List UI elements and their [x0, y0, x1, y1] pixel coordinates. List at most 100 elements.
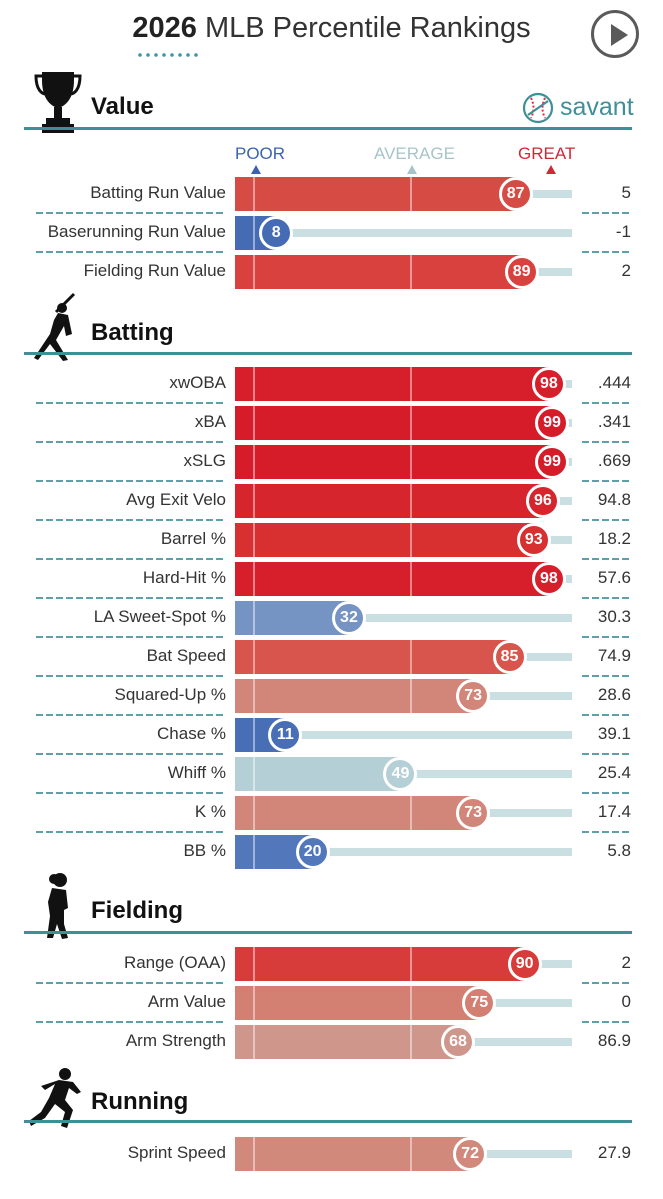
percentile-track — [235, 731, 572, 739]
brand-name[interactable]: savant — [560, 93, 634, 121]
percentile-badge[interactable]: 68 — [441, 1025, 476, 1059]
metric-row-hard-hit[interactable]: Hard-Hit % 98 57.6 — [0, 561, 663, 601]
runner-icon — [27, 1066, 83, 1130]
poor-guide-line — [253, 601, 255, 635]
metric-value: 94.8 — [597, 490, 631, 509]
poor-guide-line — [253, 484, 255, 518]
percentile-bar — [235, 445, 552, 479]
metric-label: Arm Strength — [125, 1031, 226, 1050]
poor-guide-line — [253, 177, 255, 211]
percentile-badge[interactable]: 73 — [456, 796, 491, 830]
metric-row-la-sweet-spot[interactable]: LA Sweet-Spot % 32 30.3 — [0, 600, 663, 640]
metric-label: LA Sweet-Spot % — [93, 607, 226, 626]
average-guide-line — [410, 367, 412, 401]
row-divider — [582, 714, 632, 716]
row-divider — [582, 519, 632, 521]
metric-value: 27.9 — [597, 1143, 631, 1162]
metric-value: 2 — [621, 953, 631, 972]
average-guide-line — [410, 562, 412, 596]
metric-value: 17.4 — [597, 802, 631, 821]
percentile-track — [235, 848, 572, 856]
percentile-bar — [235, 986, 480, 1020]
metric-row-arm-value[interactable]: Arm Value 75 0 — [0, 985, 663, 1025]
percentile-bar — [235, 640, 510, 674]
metric-row-k[interactable]: K % 73 17.4 — [0, 795, 663, 835]
metric-value: -1 — [615, 222, 631, 241]
row-divider — [582, 1021, 632, 1023]
section-title-batting: Batting — [91, 319, 174, 346]
percentile-bar — [235, 947, 525, 981]
poor-guide-line — [253, 255, 255, 289]
percentile-badge[interactable]: 73 — [456, 679, 491, 713]
percentile-badge[interactable]: 90 — [507, 947, 542, 981]
metric-label: Arm Value — [147, 992, 226, 1011]
play-icon[interactable] — [591, 10, 639, 58]
metric-row-sprint-speed[interactable]: Sprint Speed 72 27.9 — [0, 1136, 663, 1176]
metric-row-avg-exit-velo[interactable]: Avg Exit Velo 96 94.8 — [0, 483, 663, 523]
metric-value: 2 — [621, 261, 631, 280]
percentile-bar — [235, 562, 549, 596]
row-divider — [36, 636, 226, 638]
row-divider — [36, 792, 226, 794]
percentile-badge[interactable]: 8 — [259, 216, 294, 250]
metric-value: .444 — [597, 373, 631, 392]
metric-row-bat-speed[interactable]: Bat Speed 85 74.9 — [0, 639, 663, 679]
percentile-badge[interactable]: 98 — [531, 367, 566, 401]
average-guide-line — [410, 484, 412, 518]
metric-row-squared-up[interactable]: Squared-Up % 73 28.6 — [0, 678, 663, 718]
poor-guide-line — [253, 406, 255, 440]
percentile-badge[interactable]: 11 — [268, 718, 303, 752]
metric-row-arm-strength[interactable]: Arm Strength 68 86.9 — [0, 1024, 663, 1064]
percentile-badge[interactable]: 49 — [383, 757, 418, 791]
average-guide-line — [410, 679, 412, 713]
average-guide-line — [410, 406, 412, 440]
average-guide-line — [410, 796, 412, 830]
percentile-badge[interactable]: 20 — [295, 835, 330, 869]
percentile-badge[interactable]: 75 — [462, 986, 497, 1020]
percentile-badge[interactable]: 99 — [534, 445, 569, 479]
poor-guide-line — [253, 367, 255, 401]
metric-label: Bat Speed — [146, 646, 226, 665]
percentile-bar — [235, 1137, 471, 1171]
metric-label: Range (OAA) — [123, 953, 226, 972]
metric-label: Baserunning Run Value — [47, 222, 226, 241]
metric-row-bb[interactable]: BB % 20 5.8 — [0, 834, 663, 874]
percentile-badge[interactable]: 98 — [531, 562, 566, 596]
row-divider — [36, 982, 226, 984]
metric-value: 30.3 — [597, 607, 631, 626]
metric-row-chase[interactable]: Chase % 11 39.1 — [0, 717, 663, 757]
poor-guide-line — [253, 718, 255, 752]
metric-label: Squared-Up % — [114, 685, 226, 704]
percentile-badge[interactable]: 87 — [498, 177, 533, 211]
percentile-badge[interactable]: 32 — [331, 601, 366, 635]
percentile-badge[interactable]: 72 — [453, 1137, 488, 1171]
fielder-icon — [40, 872, 74, 940]
poor-guide-line — [253, 216, 255, 250]
metric-row-baserunning-run-value[interactable]: Baserunning Run Value 8 -1 — [0, 215, 663, 255]
metric-label: K % — [194, 802, 226, 821]
poor-guide-line — [253, 986, 255, 1020]
percentile-bar — [235, 255, 522, 289]
title-dots-divider — [136, 52, 200, 58]
metric-row-xslg[interactable]: xSLG 99 .669 — [0, 444, 663, 484]
row-divider — [36, 753, 226, 755]
metric-value: 0 — [621, 992, 631, 1011]
metric-row-range-oaa[interactable]: Range (OAA) 90 2 — [0, 946, 663, 986]
page-title: 2026 MLB Percentile Rankings — [0, 12, 663, 45]
percentile-badge[interactable]: 89 — [504, 255, 539, 289]
poor-guide-line — [253, 757, 255, 791]
metric-row-whiff[interactable]: Whiff % 49 25.4 — [0, 756, 663, 796]
percentile-badge[interactable]: 85 — [492, 640, 527, 674]
percentile-badge[interactable]: 99 — [534, 406, 569, 440]
percentile-bar — [235, 484, 543, 518]
percentile-bar — [235, 523, 534, 557]
metric-row-fielding-run-value[interactable]: Fielding Run Value 89 2 — [0, 254, 663, 294]
metric-row-batting-run-value[interactable]: Batting Run Value 87 5 — [0, 176, 663, 216]
metric-row-xwoba[interactable]: xwOBA 98 .444 — [0, 366, 663, 406]
metric-value: 5 — [621, 183, 631, 202]
percentile-badge[interactable]: 96 — [525, 484, 560, 518]
metric-row-xba[interactable]: xBA 99 .341 — [0, 405, 663, 445]
percentile-badge[interactable]: 93 — [516, 523, 551, 557]
metric-row-barrel[interactable]: Barrel % 93 18.2 — [0, 522, 663, 562]
metric-label: Whiff % — [167, 763, 226, 782]
